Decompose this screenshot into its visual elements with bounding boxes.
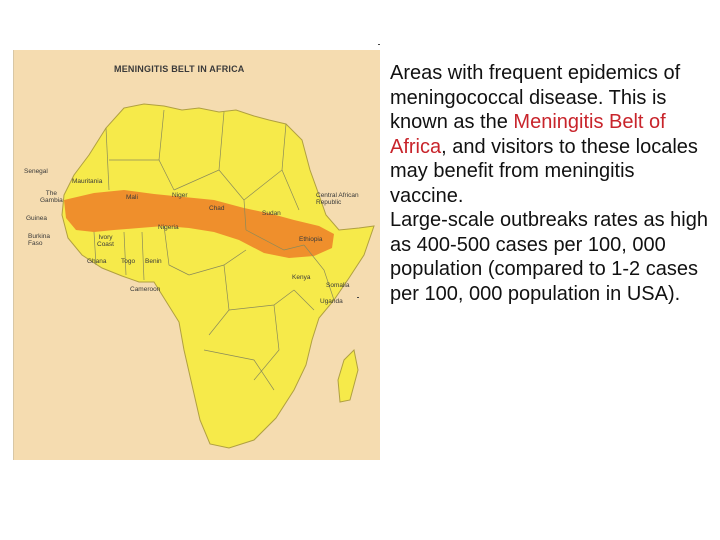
label-guinea: Guinea [26,215,47,222]
label-ivory-coast: Ivory Coast [97,234,114,248]
label-nigeria: Nigeria [158,224,179,231]
label-kenya: Kenya [292,274,311,281]
decorative-dot [378,44,380,45]
label-central-african-republic: Central African Republic [316,192,359,206]
description-paragraph-2: Large-scale outbreaks rates as high as 4… [390,209,708,305]
label-somalia: Somalia [326,282,350,289]
label-ethiopia: Ethiopia [299,236,323,243]
label-uganda: Uganda [320,298,343,305]
label-chad: Chad [209,205,225,212]
madagascar-island [337,348,359,403]
label-togo: Togo [121,258,136,265]
paragraph-1-text-end: , and visitors to these locales may bene… [390,135,698,207]
label-mali: Mali [126,194,138,201]
description-panel: Areas with frequent epidemics of meningo… [390,61,710,306]
label-the-gambia: The Gambia [40,190,63,204]
label-ghana: Ghana [87,258,107,265]
label-burkina-faso: Burkina Faso [28,233,51,247]
paragraph-1-text-start: Areas with frequent epidemics of meningo… [390,62,681,133]
meningitis-belt-highlight: Meningitis Belt of Africa [390,111,666,158]
map-title: MENINGITIS BELT IN AFRICA [114,64,245,74]
africa-map-graphic [61,103,375,449]
label-mauritania: Mauritania [72,178,103,185]
country-borders [93,109,335,391]
africa-landmass [61,103,375,449]
label-niger: Niger [172,192,188,199]
decorative-dot [357,297,359,298]
label-senegal: Senegal [24,168,48,175]
label-benin: Benin [145,258,162,265]
label-sudan: Sudan [262,210,281,217]
label-cameroon: Cameroon [130,286,161,293]
meningitis-belt-map: MENINGITIS BELT IN AFRICA Senegal The Ga… [13,50,380,460]
description-paragraph-1: Areas with frequent epidemics of meningo… [390,61,710,208]
